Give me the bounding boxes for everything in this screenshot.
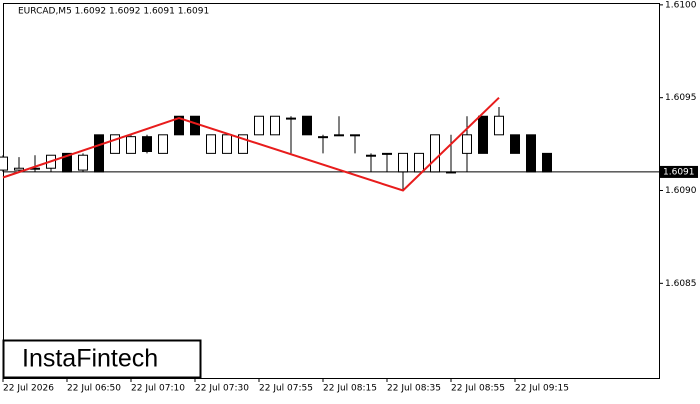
candle-body [398, 152, 408, 173]
candle-body [462, 134, 472, 154]
x-tick-label: 22 Jul 2026 [3, 384, 54, 394]
chart-title: EURCAD,M5 1.6092 1.6092 1.6091 1.6091 [18, 7, 209, 17]
candle-body [142, 136, 152, 153]
candle-body [158, 134, 168, 154]
candle-body [366, 154, 376, 157]
x-tick-label: 22 Jul 08:55 [451, 384, 505, 394]
x-tick-label: 22 Jul 08:15 [323, 384, 377, 394]
x-tick-label: 22 Jul 06:50 [67, 384, 121, 394]
candle-body [526, 134, 536, 173]
candle-body [238, 134, 248, 154]
candle-body [94, 134, 104, 173]
x-tick-label: 22 Jul 07:55 [259, 384, 313, 394]
current-price-box [660, 165, 698, 178]
candle-body [78, 154, 88, 171]
candle-body [334, 134, 344, 137]
candle-body [414, 152, 424, 173]
candle-body [318, 136, 328, 139]
candle-body [0, 156, 8, 171]
candle-body [382, 152, 392, 155]
candle-body [286, 117, 296, 120]
pattern-line [2, 96, 500, 192]
candle-body [350, 134, 360, 137]
candle-body [206, 134, 216, 154]
y-tick-label: 1.6090 [665, 186, 697, 196]
candle-body [174, 115, 184, 136]
candle-body [270, 115, 280, 136]
candle-body [510, 134, 520, 154]
y-tick-label: 1.6100 [665, 0, 697, 10]
candle-body [542, 152, 552, 173]
candle-body [222, 134, 232, 154]
x-tick-label: 22 Jul 07:30 [195, 384, 249, 394]
x-tick-label: 22 Jul 09:15 [515, 384, 569, 394]
x-tick-label: 22 Jul 08:35 [387, 384, 441, 394]
x-tick-label: 22 Jul 07:10 [131, 384, 185, 394]
candle-body [478, 115, 488, 154]
candle-body [254, 115, 264, 136]
candle-body [190, 115, 200, 136]
candle-body [430, 134, 440, 173]
candle-body [110, 134, 120, 154]
candle-body [302, 115, 312, 136]
candle-body [494, 115, 504, 136]
current-price-label: 1.6091 [663, 167, 695, 177]
y-tick-label: 1.6095 [665, 93, 697, 103]
candle-body [126, 136, 136, 154]
candle-body [14, 167, 24, 171]
y-tick-label: 1.6085 [665, 279, 697, 289]
logo-box [2, 339, 202, 379]
watermark: InstaFintech [22, 345, 158, 373]
